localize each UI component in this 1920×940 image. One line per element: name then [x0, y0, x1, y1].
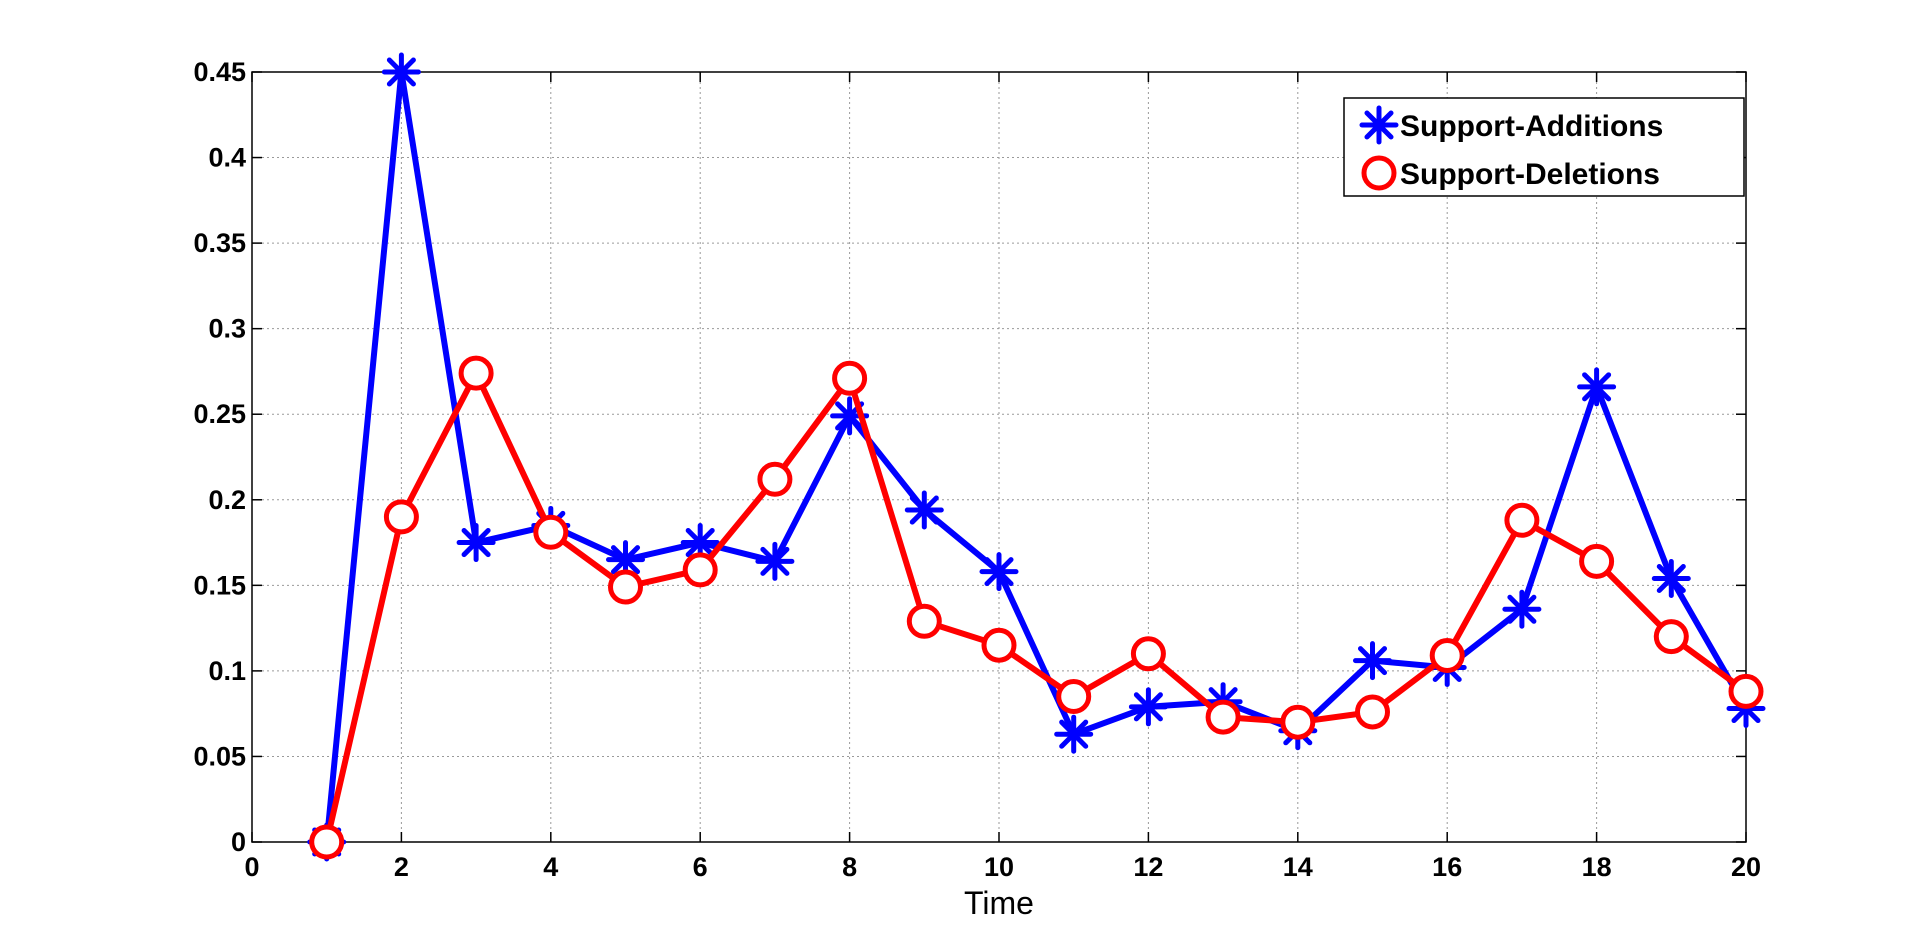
- marker-stroke: [1507, 594, 1537, 624]
- data-point: [608, 569, 643, 605]
- x-tick-label: 14: [1283, 852, 1313, 882]
- axis-ticks: 0 2 4 6 8 10 12 14 16 18 20 0 0.05 0.1 0.15 0.2 0.25 0.3 0…: [193, 57, 1761, 882]
- legend-box: [1343, 97, 1745, 197]
- marker-stroke: [760, 546, 790, 576]
- grid-lines: [252, 72, 1746, 842]
- y-tick-label: 0.45: [193, 57, 246, 87]
- x-tick-label: 2: [394, 852, 409, 882]
- x-tick-label: 16: [1432, 852, 1462, 882]
- series-layer: [307, 52, 1766, 862]
- y-tick-label: 0.4: [208, 143, 246, 173]
- x-tick-label: 6: [693, 852, 708, 882]
- data-point: [1280, 704, 1316, 740]
- legend-label: Support-Deletions: [1400, 158, 1660, 191]
- marker-stroke: [984, 557, 1014, 587]
- data-point: [381, 52, 421, 92]
- data-point: [1128, 687, 1168, 727]
- marker-stroke: [1357, 646, 1388, 676]
- data-point: [1353, 641, 1392, 681]
- data-point: [757, 461, 793, 497]
- marker-stroke: [461, 528, 491, 558]
- marker-stroke: [386, 57, 416, 87]
- data-point: [1504, 502, 1540, 538]
- data-point: [1429, 637, 1465, 673]
- y-tick-label: 0.05: [193, 741, 246, 771]
- data-point: [1355, 694, 1390, 730]
- marker-stroke: [835, 401, 865, 431]
- x-tick-label: 20: [1731, 852, 1761, 882]
- data-point: [1205, 699, 1241, 735]
- legend-marker: [1359, 105, 1399, 145]
- x-tick-label: 10: [984, 852, 1014, 882]
- x-tick-label: 8: [842, 852, 857, 882]
- y-tick-label: 0.1: [208, 656, 246, 686]
- data-point: [904, 490, 944, 530]
- data-point: [906, 603, 942, 639]
- data-point: [682, 552, 718, 588]
- y-tick-label: 0.25: [193, 399, 246, 429]
- data-point: [1579, 543, 1615, 579]
- data-point: [979, 552, 1019, 592]
- data-point: [1502, 589, 1542, 629]
- x-axis-label: Time: [964, 885, 1034, 921]
- marker-stroke: [610, 545, 641, 575]
- y-tick-label: 0.3: [208, 314, 246, 344]
- data-point: [533, 514, 569, 550]
- data-point: [1728, 673, 1764, 709]
- data-point: [309, 824, 345, 860]
- data-point: [832, 360, 868, 396]
- data-point: [1651, 558, 1691, 598]
- data-point: [1056, 679, 1092, 715]
- marker-stroke: [1059, 719, 1089, 749]
- data-point: [755, 541, 795, 581]
- x-tick-label: 4: [543, 852, 558, 882]
- x-tick-label: 0: [244, 852, 259, 882]
- data-point: [1577, 367, 1617, 407]
- x-tick-label: 18: [1582, 852, 1612, 882]
- data-point: [1653, 619, 1689, 655]
- marker-stroke: [685, 528, 715, 558]
- marker-stroke: [1656, 563, 1686, 594]
- data-point: [383, 499, 419, 535]
- data-point: [456, 523, 496, 563]
- y-tick-label: 0.2: [208, 485, 246, 515]
- y-tick-label: 0: [231, 827, 246, 857]
- legend-label: Support-Additions: [1400, 110, 1663, 143]
- legend-item: Support-Deletions: [1361, 155, 1660, 191]
- data-point: [981, 627, 1017, 663]
- legend: Support-Additions Support-Deletions: [1343, 97, 1745, 197]
- legend-marker: [1361, 155, 1397, 191]
- data-point: [458, 355, 494, 391]
- data-point: [1054, 714, 1094, 754]
- marker-stroke: [909, 495, 939, 525]
- x-tick-label: 12: [1133, 852, 1163, 882]
- series-support-deletions: [309, 355, 1764, 860]
- y-tick-label: 0.15: [193, 570, 246, 600]
- marker-stroke: [1133, 692, 1163, 722]
- marker-stroke: [1582, 372, 1612, 402]
- y-tick-label: 0.35: [193, 228, 246, 258]
- legend-item: Support-Additions: [1359, 105, 1663, 145]
- data-point: [1130, 636, 1166, 672]
- marker-stroke: [1364, 110, 1394, 140]
